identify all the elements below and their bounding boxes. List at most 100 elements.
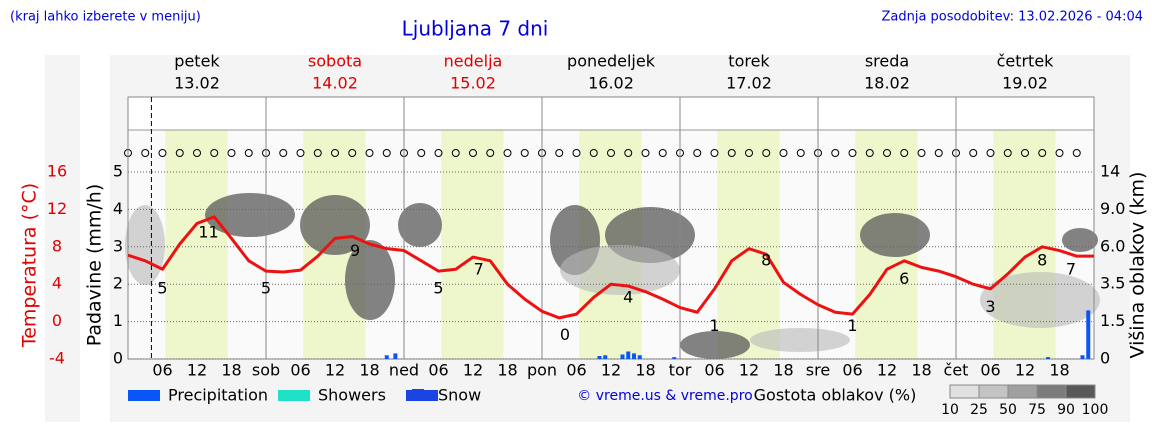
x-tick-label: 06	[704, 361, 724, 380]
precip-bar	[626, 351, 631, 359]
cloud-scale-box	[978, 384, 1009, 399]
cloud	[560, 245, 680, 295]
cloud	[398, 203, 442, 247]
x-tick-label: 18	[359, 361, 379, 380]
x-tick-label: 12	[463, 361, 483, 380]
x-tick-label: 18	[497, 361, 517, 380]
day-name: sreda	[865, 52, 909, 71]
cloud	[750, 328, 850, 352]
temp-label: 1	[847, 316, 857, 335]
y2-tick-label: 3.5	[1100, 274, 1125, 293]
cloud-legend-title: Gostota oblakov (%)	[754, 386, 917, 405]
wind-symbol	[831, 149, 840, 157]
x-tick-label: 12	[739, 361, 759, 380]
wind-symbol	[365, 149, 374, 157]
wind-symbol	[917, 149, 926, 157]
temp-label: 5	[261, 278, 271, 297]
x-tick-label: ned	[389, 361, 419, 380]
wind-symbol	[486, 149, 495, 157]
wind-symbol	[175, 149, 184, 157]
temp-label: 8	[761, 250, 771, 269]
wind-symbol	[382, 149, 391, 157]
day-date: 19.02	[1002, 74, 1048, 93]
cloud	[980, 272, 1100, 328]
chart-title: Ljubljana 7 dni	[402, 17, 549, 41]
precip-bar	[384, 355, 389, 359]
credit: © vreme.us & vreme.pro	[577, 388, 752, 404]
cloud	[300, 195, 370, 255]
x-tick-label: 12	[877, 361, 897, 380]
x-tick-label: 06	[566, 361, 586, 380]
day-date: 17.02	[726, 74, 772, 93]
day-name: petek	[174, 52, 220, 71]
y-tick-label: 2	[113, 274, 123, 293]
y-tick-label: 3	[113, 236, 123, 255]
day-name: nedelja	[444, 52, 503, 71]
x-tick-label: 18	[635, 361, 655, 380]
day-date: 14.02	[312, 74, 358, 93]
wind-symbol	[1055, 149, 1064, 157]
wind-symbol	[848, 149, 857, 157]
wind-symbol	[279, 149, 288, 157]
cloud-scale-label: 100	[1082, 402, 1109, 418]
y2-axis-title: Višina oblakov (km)	[1127, 172, 1149, 359]
cloud-scale-label: 50	[999, 402, 1017, 418]
wind-symbol	[934, 149, 943, 157]
wind-symbol	[693, 149, 702, 157]
cloud	[680, 331, 750, 359]
wind-symbol	[658, 149, 667, 157]
wind-symbol	[434, 149, 443, 157]
cloud	[1062, 228, 1098, 252]
x-tick-label: 06	[290, 361, 310, 380]
x-tick-label: tor	[669, 361, 692, 380]
y-tick-label: 1	[113, 311, 123, 330]
precip-bar	[597, 356, 602, 359]
day-name: ponedeljek	[567, 52, 656, 71]
day-name: četrtek	[997, 52, 1055, 71]
wind-symbol	[158, 149, 167, 157]
wind-symbol	[210, 149, 219, 157]
x-tick-label: 06	[428, 361, 448, 380]
wind-symbol	[141, 149, 150, 157]
wind-symbol	[779, 149, 788, 157]
wind-symbol	[762, 149, 771, 157]
wind-symbol	[503, 149, 512, 157]
cloud-scale-box	[1065, 384, 1096, 399]
wind-symbol	[1072, 149, 1081, 157]
daylight	[441, 97, 504, 359]
temp-tick-label: 0	[52, 311, 62, 330]
update-time: Zadnja posodobitev: 13.02.2026 - 04:04	[881, 10, 1143, 25]
day-date: 15.02	[450, 74, 496, 93]
wind-symbol	[1021, 149, 1029, 157]
temp-tick-label: 4	[52, 274, 62, 293]
x-tick-label: 06	[980, 361, 1000, 380]
wind-symbol	[451, 149, 460, 157]
day-name: sobota	[308, 52, 362, 71]
wind-symbol	[193, 149, 201, 157]
temp-label: 3	[985, 297, 995, 316]
temp-label: 8	[1037, 250, 1047, 269]
wind-symbol	[244, 149, 253, 157]
weather-icon-row	[127, 96, 1095, 131]
temp-label: 0	[560, 325, 570, 344]
wind-symbol	[227, 149, 236, 157]
y-axis-title: Padavine (mm/h)	[84, 184, 106, 347]
legend-swatch	[128, 390, 160, 401]
temp-label: 11	[198, 222, 218, 241]
legend-label: Showers	[318, 386, 386, 405]
wind-symbol	[986, 149, 995, 157]
wind-symbol	[796, 149, 805, 157]
cloud-scale-box	[1036, 384, 1067, 399]
precip-bar	[637, 355, 642, 359]
temp-label: 6	[899, 269, 909, 288]
wind-symbol	[900, 149, 909, 157]
wind-symbol	[969, 149, 978, 157]
y-tick-label: 0	[113, 349, 123, 368]
precip-bar	[1086, 310, 1091, 359]
temp-label: 5	[433, 278, 443, 297]
wind-symbol	[572, 149, 581, 157]
x-tick-label: sre	[806, 361, 830, 380]
wind-symbol	[865, 149, 874, 157]
cloud	[860, 213, 930, 257]
